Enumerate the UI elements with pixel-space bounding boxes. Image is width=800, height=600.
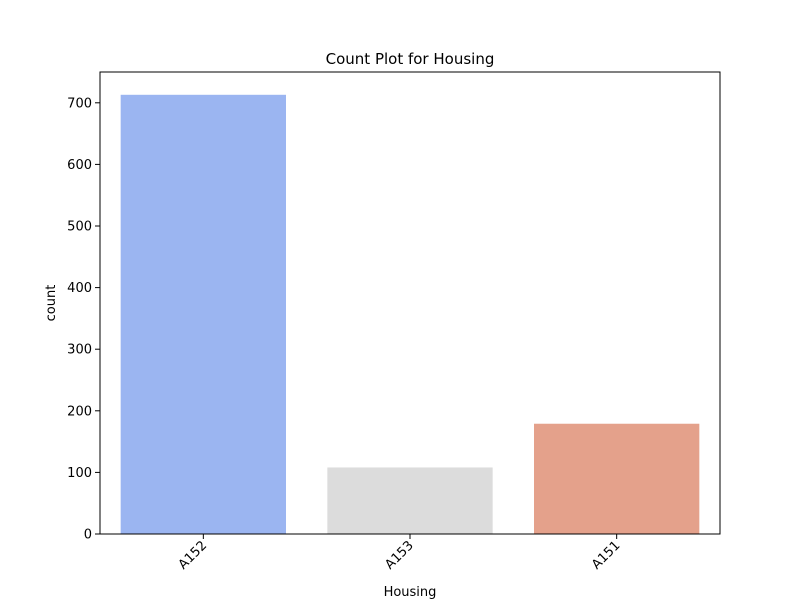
chart-title: Count Plot for Housing bbox=[326, 50, 495, 68]
x-axis-label: Housing bbox=[384, 585, 437, 600]
bar-a152 bbox=[120, 94, 287, 535]
y-tick-label: 200 bbox=[67, 404, 92, 419]
y-tick-label: 700 bbox=[67, 96, 92, 111]
y-tick-label: 600 bbox=[67, 158, 92, 173]
y-tick-label: 0 bbox=[84, 528, 92, 543]
y-tick-label: 300 bbox=[67, 343, 92, 358]
bar-a151 bbox=[534, 423, 700, 534]
y-axis: 0 100 200 300 400 500 600 700 bbox=[67, 96, 100, 543]
y-tick-label: 500 bbox=[67, 220, 92, 235]
y-tick-label: 400 bbox=[67, 281, 92, 296]
x-tick-label: A151 bbox=[589, 538, 623, 572]
bars-group bbox=[120, 94, 700, 535]
x-axis: A152 A153 A151 bbox=[176, 534, 623, 573]
y-tick-label: 100 bbox=[67, 466, 92, 481]
x-tick-label: A152 bbox=[176, 538, 210, 572]
bar-a153 bbox=[327, 467, 493, 534]
x-tick-label: A153 bbox=[382, 538, 416, 572]
y-axis-label: count bbox=[44, 285, 59, 322]
